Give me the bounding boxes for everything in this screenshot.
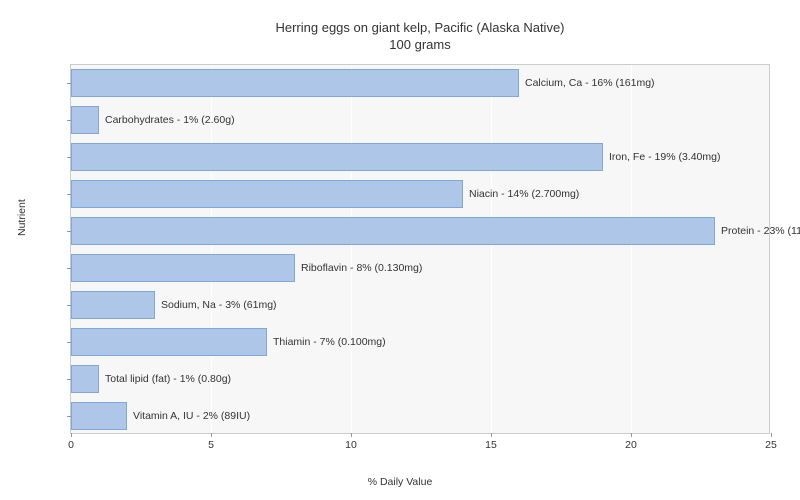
nutrient-bar bbox=[71, 365, 99, 393]
x-axis-label: % Daily Value bbox=[368, 476, 433, 488]
nutrient-bar bbox=[71, 328, 267, 356]
x-tick-label: 10 bbox=[345, 439, 357, 451]
x-tick-mark bbox=[631, 433, 632, 437]
nutrient-bar bbox=[71, 143, 603, 171]
y-axis-label: Nutrient bbox=[16, 199, 28, 236]
bar-label: Niacin - 14% (2.700mg) bbox=[469, 180, 579, 208]
bar-label: Calcium, Ca - 16% (161mg) bbox=[525, 69, 655, 97]
x-tick-label: 0 bbox=[68, 439, 74, 451]
nutrient-bar bbox=[71, 106, 99, 134]
bar-label: Total lipid (fat) - 1% (0.80g) bbox=[105, 365, 231, 393]
bar-label: Carbohydrates - 1% (2.60g) bbox=[105, 106, 235, 134]
x-tick-label: 20 bbox=[625, 439, 637, 451]
bar-label: Iron, Fe - 19% (3.40mg) bbox=[609, 143, 720, 171]
x-tick-label: 5 bbox=[208, 439, 214, 451]
x-tick-mark bbox=[71, 433, 72, 437]
bar-label: Vitamin A, IU - 2% (89IU) bbox=[133, 402, 250, 430]
bar-label: Riboflavin - 8% (0.130mg) bbox=[301, 254, 422, 282]
bar-label: Sodium, Na - 3% (61mg) bbox=[161, 291, 277, 319]
nutrient-bar bbox=[71, 254, 295, 282]
bar-label: Thiamin - 7% (0.100mg) bbox=[273, 328, 386, 356]
gridline bbox=[491, 65, 492, 433]
gridline bbox=[351, 65, 352, 433]
x-tick-mark bbox=[211, 433, 212, 437]
chart-title-line2: 100 grams bbox=[60, 37, 780, 54]
bar-label: Protein - 23% (11.30g) bbox=[721, 217, 800, 245]
nutrient-bar bbox=[71, 217, 715, 245]
nutrient-bar bbox=[71, 69, 519, 97]
x-tick-label: 15 bbox=[485, 439, 497, 451]
chart-title-line1: Herring eggs on giant kelp, Pacific (Ala… bbox=[60, 20, 780, 37]
x-tick-label: 25 bbox=[765, 439, 777, 451]
x-tick-mark bbox=[771, 433, 772, 437]
plot-area: 0510152025Calcium, Ca - 16% (161mg)Carbo… bbox=[70, 64, 770, 434]
x-tick-mark bbox=[491, 433, 492, 437]
x-tick-mark bbox=[351, 433, 352, 437]
nutrient-bar bbox=[71, 291, 155, 319]
chart-title-block: Herring eggs on giant kelp, Pacific (Ala… bbox=[60, 20, 780, 54]
gridline bbox=[631, 65, 632, 433]
nutrient-bar bbox=[71, 402, 127, 430]
nutrient-chart: Herring eggs on giant kelp, Pacific (Ala… bbox=[0, 0, 800, 500]
nutrient-bar bbox=[71, 180, 463, 208]
